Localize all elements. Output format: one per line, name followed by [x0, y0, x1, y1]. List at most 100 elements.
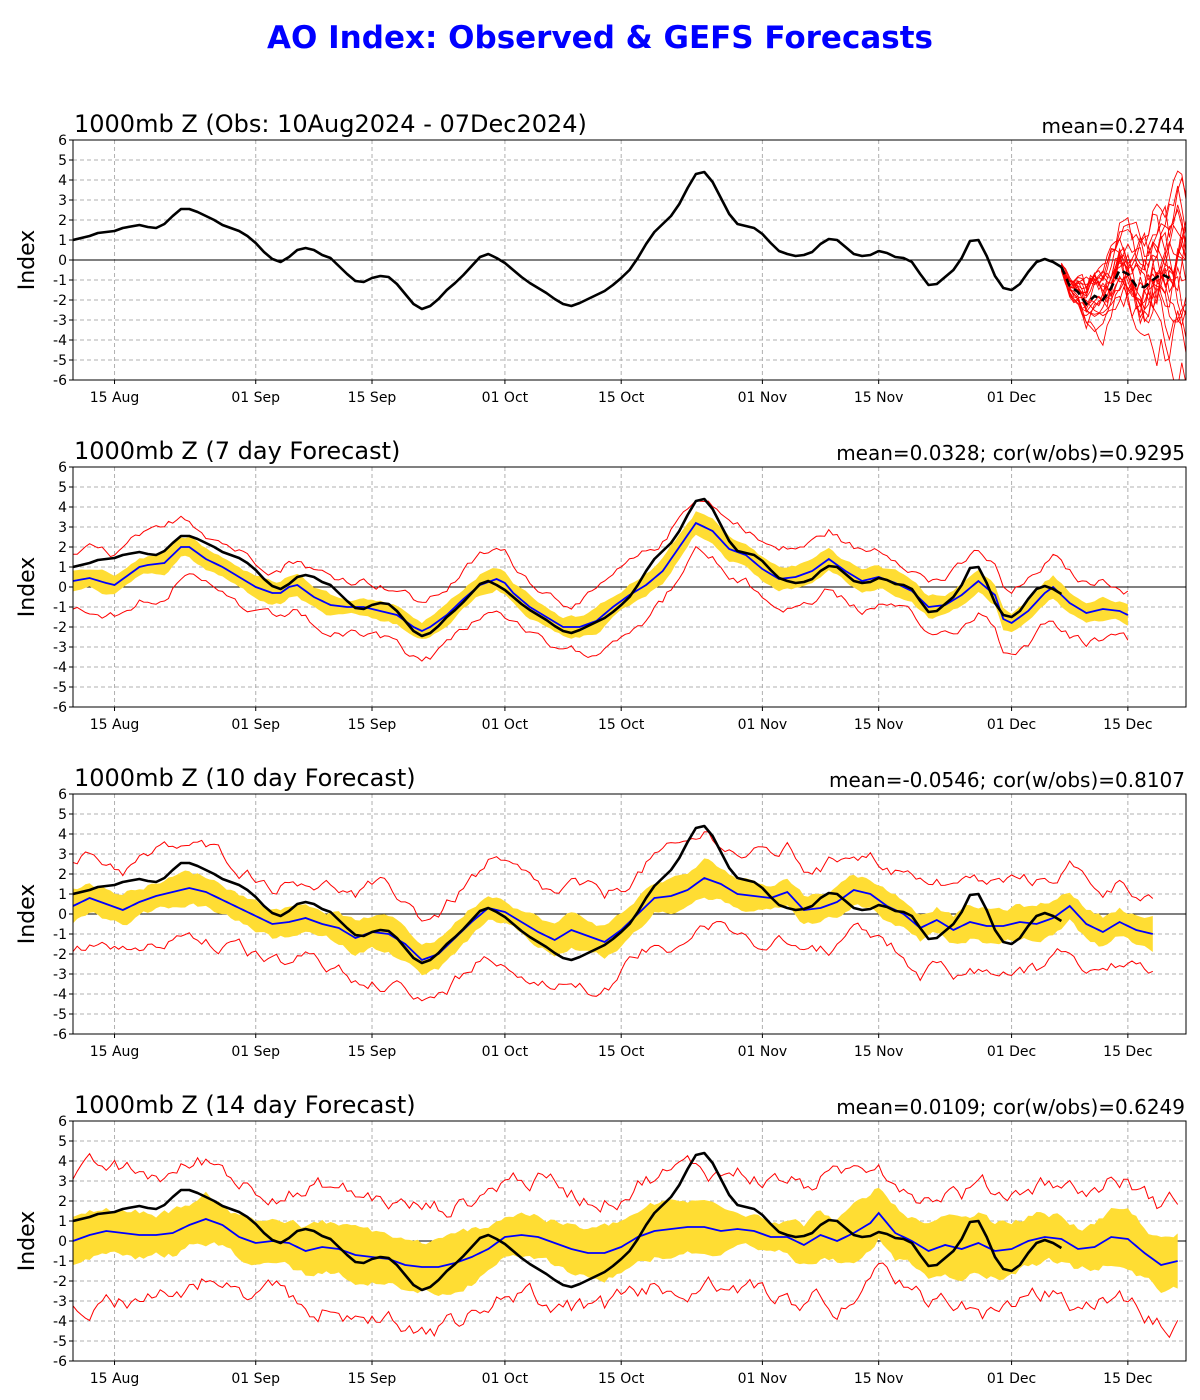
x-tick-label: 15 Nov — [854, 1044, 904, 1060]
chart-panel-3: -6 -5 -4 -3 -2 -1 0 1 2 3 4 5 6 15 Aug 01 Sep 15 Sep 01 … — [15, 764, 1187, 1060]
y-tick-label: 3 — [58, 193, 67, 209]
plot-area — [73, 824, 1154, 1002]
spread-band — [73, 1187, 1178, 1296]
y-tick-label: -5 — [53, 1007, 67, 1023]
y-tick-label: -1 — [53, 600, 67, 616]
y-tick-label: -5 — [53, 353, 67, 369]
ensemble-member-line — [1061, 227, 1186, 305]
y-tick-label: 0 — [58, 907, 67, 923]
y-tick-label: -3 — [53, 313, 67, 329]
ensemble-member-line — [1060, 170, 1186, 291]
panel-title: 1000mb Z (Obs: 10Aug2024 - 07Dec2024) — [74, 110, 587, 138]
x-tick-label: 15 Oct — [598, 390, 645, 406]
y-tick-label: -1 — [53, 927, 67, 943]
chart-panel-4: -6 -5 -4 -3 -2 -1 0 1 2 3 4 5 6 15 Aug 01 Sep 15 Sep 01 … — [15, 1091, 1187, 1387]
y-tick-label: 2 — [58, 213, 67, 229]
y-tick-label: -2 — [53, 947, 67, 963]
lower-extreme-line — [73, 920, 1154, 1002]
y-tick-label: 3 — [58, 520, 67, 536]
y-tick-label: -3 — [53, 967, 67, 983]
y-tick-label: 5 — [58, 480, 67, 496]
observed-line — [73, 824, 1063, 965]
y-tick-label: -3 — [53, 1294, 67, 1310]
y-tick-label: 1 — [58, 1214, 67, 1230]
x-tick-label: 01 Oct — [482, 390, 529, 406]
y-tick-label: 0 — [58, 253, 67, 269]
ensemble-mean-line — [73, 876, 1154, 962]
x-tick-label: 15 Nov — [854, 1371, 904, 1387]
y-tick-label: -3 — [53, 640, 67, 656]
x-tick-label: 15 Nov — [854, 717, 904, 733]
y-tick-label: 4 — [58, 827, 67, 843]
figure-title: AO Index: Observed & GEFS Forecasts — [267, 20, 933, 56]
plot-area — [73, 170, 1186, 380]
ensemble-member-line — [1060, 236, 1186, 319]
observed-line — [73, 170, 1063, 311]
y-tick-label: -4 — [53, 333, 67, 349]
x-tick-label: 01 Sep — [231, 390, 280, 406]
y-tick-label: 1 — [58, 887, 67, 903]
y-tick-label: -6 — [53, 700, 67, 716]
x-tick-label: 01 Dec — [987, 717, 1036, 733]
y-tick-label: -4 — [53, 1314, 67, 1330]
y-tick-label: 4 — [58, 1154, 67, 1170]
y-tick-label: 0 — [58, 580, 67, 596]
panel-title: 1000mb Z (14 day Forecast) — [74, 1091, 416, 1119]
x-tick-label: 15 Oct — [598, 1044, 645, 1060]
ensemble-member-line — [1061, 249, 1186, 342]
y-tick-label: 4 — [58, 500, 67, 516]
x-tick-label: 15 Dec — [1103, 390, 1152, 406]
ensemble-member-line — [1061, 226, 1186, 311]
panel-title: 1000mb Z (10 day Forecast) — [74, 764, 416, 792]
x-tick-label: 01 Nov — [738, 390, 788, 406]
y-tick-label: 6 — [58, 787, 67, 803]
y-tick-label: 5 — [58, 807, 67, 823]
y-tick-label: -6 — [53, 1027, 67, 1043]
y-tick-label: -4 — [53, 660, 67, 676]
observed-line — [73, 1151, 1063, 1292]
x-tick-label: 15 Dec — [1103, 717, 1152, 733]
upper-extreme-line — [73, 1152, 1179, 1218]
y-tick-label: -1 — [53, 273, 67, 289]
y-tick-label: 6 — [58, 460, 67, 476]
panel-stat: mean=0.2744 — [1042, 114, 1185, 138]
y-axis-label: Index — [15, 557, 40, 618]
y-tick-label: -2 — [53, 1274, 67, 1290]
x-tick-label: 01 Dec — [987, 1044, 1036, 1060]
observed-line — [73, 497, 1063, 638]
y-tick-label: -4 — [53, 987, 67, 1003]
x-tick-label: 01 Dec — [987, 1371, 1036, 1387]
plot-area — [73, 1151, 1179, 1339]
y-tick-label: 5 — [58, 1134, 67, 1150]
y-tick-label: 0 — [58, 1234, 67, 1250]
spread-band — [73, 511, 1128, 639]
x-tick-label: 15 Dec — [1103, 1044, 1152, 1060]
x-tick-label: 01 Nov — [738, 1371, 788, 1387]
y-tick-label: -5 — [53, 680, 67, 696]
x-tick-label: 15 Aug — [90, 390, 140, 406]
x-tick-label: 15 Aug — [90, 717, 140, 733]
x-tick-label: 01 Dec — [987, 390, 1036, 406]
y-tick-label: 2 — [58, 540, 67, 556]
x-tick-label: 01 Oct — [482, 1044, 529, 1060]
y-axis-label: Index — [15, 884, 40, 945]
chart-panel-2: -6 -5 -4 -3 -2 -1 0 1 2 3 4 5 6 15 Aug 01 Sep 15 Sep 01 … — [15, 437, 1187, 733]
x-tick-label: 15 Aug — [90, 1044, 140, 1060]
ensemble-member-line — [1061, 176, 1186, 299]
y-axis-label: Index — [15, 1211, 40, 1272]
x-tick-label: 01 Nov — [738, 1044, 788, 1060]
ensemble-mean-line — [73, 521, 1129, 632]
ensemble-member-line — [1060, 213, 1186, 330]
plot-area — [73, 497, 1129, 662]
x-tick-label: 01 Sep — [231, 1371, 280, 1387]
y-tick-label: 5 — [58, 153, 67, 169]
x-tick-label: 01 Sep — [231, 1044, 280, 1060]
x-tick-label: 01 Oct — [482, 717, 529, 733]
x-tick-label: 15 Sep — [348, 390, 397, 406]
x-tick-label: 01 Oct — [482, 1371, 529, 1387]
x-tick-label: 15 Aug — [90, 1371, 140, 1387]
y-tick-label: 6 — [58, 1114, 67, 1130]
y-tick-label: -6 — [53, 1354, 67, 1370]
y-tick-label: -2 — [53, 620, 67, 636]
